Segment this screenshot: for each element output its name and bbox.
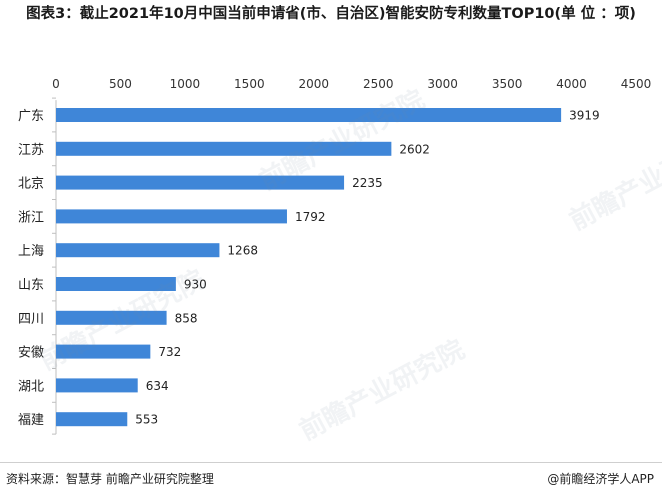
category-label: 浙江 bbox=[18, 210, 44, 225]
x-tick-label: 1000 bbox=[170, 77, 201, 91]
brand-credit: @前瞻经济学人APP bbox=[547, 472, 654, 486]
data-label: 732 bbox=[158, 345, 181, 359]
x-tick-label: 4500 bbox=[621, 77, 652, 91]
data-label: 930 bbox=[184, 278, 207, 292]
x-tick-label: 500 bbox=[109, 77, 132, 91]
category-label: 安徽 bbox=[18, 346, 44, 361]
bar bbox=[56, 378, 138, 393]
data-label: 2235 bbox=[352, 176, 383, 190]
data-label: 2602 bbox=[399, 142, 430, 156]
bar bbox=[56, 412, 128, 427]
bar bbox=[56, 209, 287, 224]
x-tick-label: 4000 bbox=[556, 77, 587, 91]
x-tick-label: 2000 bbox=[299, 77, 330, 91]
data-label: 1792 bbox=[295, 210, 326, 224]
category-label: 福建 bbox=[18, 413, 44, 428]
bar bbox=[56, 141, 392, 156]
bar bbox=[56, 310, 167, 325]
bar-chart: 0 500 1000 1500 2000 2500 3000 3500 4000 4500 广东 39… bbox=[18, 77, 652, 435]
data-label: 553 bbox=[135, 413, 158, 427]
category-label: 山东 bbox=[18, 278, 44, 293]
x-tick-label: 3500 bbox=[492, 77, 523, 91]
bar bbox=[56, 243, 220, 258]
data-label: 634 bbox=[146, 379, 169, 393]
x-tick-label: 3000 bbox=[427, 77, 458, 91]
data-label: 1268 bbox=[227, 244, 258, 258]
category-label: 广东 bbox=[18, 109, 44, 124]
source-note: 资料来源：智慧芽 前瞻产业研究院整理 bbox=[6, 472, 214, 486]
footer-divider bbox=[0, 462, 662, 463]
bar bbox=[56, 175, 345, 190]
chart-title: 图表3：截止2021年10月中国当前申请省(市、自治区)智能安防专利数量TOP1… bbox=[26, 6, 636, 22]
data-label: 858 bbox=[175, 311, 198, 325]
category-label: 江苏 bbox=[18, 142, 44, 158]
category-label: 北京 bbox=[18, 177, 44, 192]
x-tick-label: 1500 bbox=[234, 77, 265, 91]
category-label: 四川 bbox=[18, 312, 44, 327]
x-tick-label: 0 bbox=[52, 77, 60, 91]
category-label: 上海 bbox=[18, 244, 44, 259]
x-tick-label: 2500 bbox=[363, 77, 394, 91]
bar bbox=[56, 277, 176, 291]
category-label: 湖北 bbox=[18, 379, 44, 394]
bar bbox=[56, 344, 151, 359]
data-label: 3919 bbox=[569, 109, 600, 123]
bar bbox=[56, 108, 562, 122]
